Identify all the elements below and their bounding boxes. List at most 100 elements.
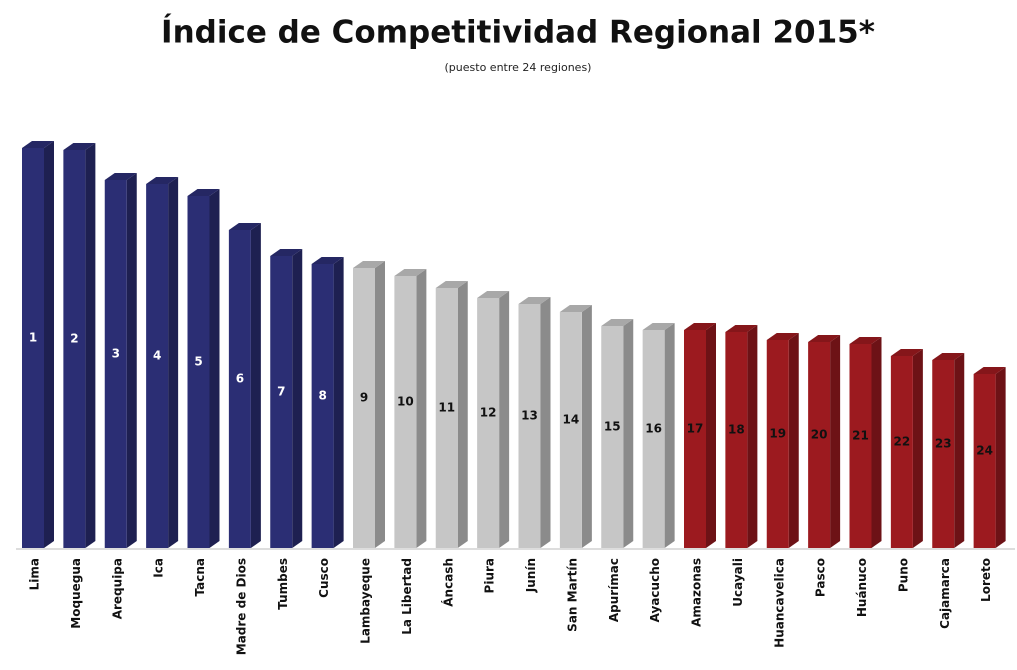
bar-front (766, 340, 789, 548)
bar-top (63, 143, 96, 150)
x-tick-label: Lambayeque (359, 558, 373, 644)
bar (187, 189, 220, 548)
bar-front (311, 264, 334, 548)
bar (104, 173, 137, 548)
bar-side (623, 319, 634, 548)
data-label: 11 (438, 401, 455, 415)
bar-side (581, 305, 592, 548)
bar-front (601, 326, 624, 548)
bar-front (808, 342, 831, 548)
bar-side (788, 333, 799, 548)
bar (559, 305, 592, 548)
bar-top (22, 141, 54, 148)
bar-side (85, 143, 96, 548)
bar-top (394, 269, 427, 276)
x-tick-label: San Martín (565, 558, 579, 632)
bar-side (747, 325, 758, 548)
bar-side (375, 261, 385, 548)
bar-front (22, 148, 44, 548)
bar (808, 335, 841, 548)
chart-subtitle: (puesto entre 24 regiones) (445, 61, 592, 74)
x-tick-label: Huancavelica (772, 558, 786, 648)
bar (932, 353, 965, 548)
data-label: 8 (318, 389, 326, 403)
x-tick-label: Pasco (814, 558, 828, 597)
bar (435, 281, 468, 548)
x-tick-label: Tumbes (276, 558, 290, 610)
bar (601, 319, 634, 548)
bar-top (808, 335, 841, 342)
bar-front (849, 344, 872, 548)
bar-top (104, 173, 137, 180)
data-label: 22 (894, 435, 911, 449)
data-label: 3 (112, 347, 120, 361)
x-tick-label: Junín (524, 558, 538, 593)
bar-front (559, 312, 582, 548)
bar (725, 325, 758, 548)
bar-front (146, 184, 169, 548)
data-label: 23 (935, 437, 952, 451)
bar (766, 333, 799, 548)
bar-top (725, 325, 758, 332)
data-label: 20 (811, 428, 828, 442)
bar-side (954, 353, 965, 548)
bar-front (228, 230, 251, 548)
bar-side (995, 367, 1006, 548)
x-tick-label: Amazonas (690, 558, 704, 627)
data-label: 6 (236, 372, 244, 386)
x-tick-label: Ica (152, 558, 166, 578)
data-label: 18 (728, 423, 745, 437)
bar-side (168, 177, 179, 548)
bar-top (187, 189, 220, 196)
bar-front (518, 304, 541, 548)
bar-side (250, 223, 261, 548)
x-tick-label: Ayacucho (648, 558, 662, 622)
bar-side (333, 257, 344, 548)
bar-side (44, 141, 54, 548)
bar-top (973, 367, 1006, 374)
data-label: 7 (277, 385, 285, 399)
data-label: 16 (645, 422, 662, 436)
bar (270, 249, 303, 548)
bar-side (912, 349, 923, 548)
bar-top (684, 323, 716, 330)
data-label: 21 (852, 429, 869, 443)
bar-side (540, 297, 551, 548)
bar (353, 261, 385, 548)
x-tick-label: Piura (483, 558, 497, 593)
data-label: 10 (397, 395, 414, 409)
bar-side (292, 249, 303, 548)
bar-top (270, 249, 303, 256)
data-label: 5 (194, 355, 202, 369)
bar-front (187, 196, 210, 548)
x-tick-label: Huánuco (855, 558, 869, 617)
x-tick-label: Tacna (193, 558, 207, 597)
data-label: 4 (153, 349, 161, 363)
bar-front (642, 330, 665, 548)
bar-top (559, 305, 592, 312)
bar-front (435, 288, 458, 548)
bar-top (477, 291, 510, 298)
bar (63, 143, 96, 548)
data-label: 13 (521, 409, 538, 423)
bar-side (664, 323, 675, 548)
bar-front (890, 356, 913, 548)
bar (518, 297, 551, 548)
data-label: 17 (687, 422, 704, 436)
bar-side (871, 337, 882, 548)
bar-front (973, 374, 996, 548)
x-tick-label: Cajamarca (938, 558, 952, 629)
x-tick-label: Cusco (317, 558, 331, 598)
bar-front (63, 150, 86, 548)
bar-top (890, 349, 923, 356)
bar (394, 269, 427, 548)
bar-side (209, 189, 220, 548)
data-label: 2 (70, 332, 78, 346)
bar-top (642, 323, 675, 330)
x-tick-label: Loreto (979, 558, 993, 602)
bar-top (849, 337, 882, 344)
bar-front (684, 330, 706, 548)
bar-top (766, 333, 799, 340)
bar-top (932, 353, 965, 360)
